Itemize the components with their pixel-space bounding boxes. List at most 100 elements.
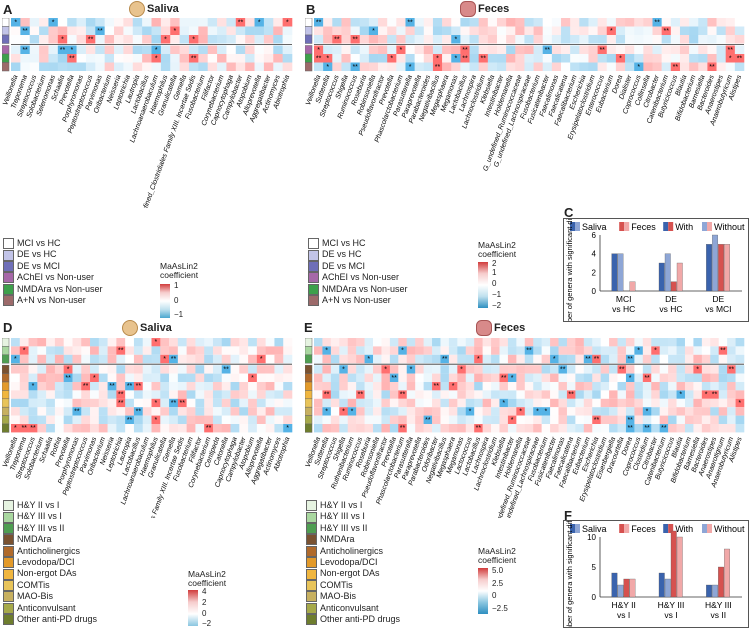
heatmap-cell xyxy=(398,382,408,391)
significance-mark: ** xyxy=(316,55,322,62)
heatmap-cell xyxy=(170,26,180,35)
heatmap-cell xyxy=(142,415,152,424)
heatmap-cell xyxy=(381,415,391,424)
heatmap-cell xyxy=(95,62,105,71)
heatmap-cell xyxy=(160,346,170,355)
legend-label: Anticonvulsant xyxy=(320,602,379,613)
heatmap-cell xyxy=(169,407,179,416)
heatmap-cell xyxy=(727,346,736,355)
heatmap-cell xyxy=(19,382,29,391)
heatmap-cell xyxy=(566,390,576,399)
heatmap-cell xyxy=(350,62,361,71)
heatmap-cell xyxy=(533,415,542,424)
heatmap-cell xyxy=(533,390,542,399)
heatmap-cell xyxy=(46,346,56,355)
legend-swatch xyxy=(570,222,575,231)
heatmap-cell xyxy=(469,35,479,44)
heatmap-cell xyxy=(37,390,47,399)
heatmap-cell xyxy=(76,62,87,71)
heatmap-cell xyxy=(339,346,349,355)
significance-mark: * xyxy=(553,356,556,363)
heatmap-cell xyxy=(406,338,416,347)
significance-mark: ** xyxy=(400,425,406,432)
heatmap-cell xyxy=(668,354,677,364)
row-annotation xyxy=(2,26,10,36)
significance-mark: ** xyxy=(65,375,71,382)
significance-mark: * xyxy=(452,383,455,390)
significance-mark: ** xyxy=(526,348,532,355)
heatmap-cell xyxy=(659,390,669,399)
heatmap-cell xyxy=(204,373,214,382)
heatmap-cell xyxy=(330,415,340,424)
significance-mark: * xyxy=(610,28,613,35)
significance-mark: ** xyxy=(60,47,66,54)
heatmap-cell xyxy=(230,382,240,391)
heatmap-cell xyxy=(600,373,610,382)
heatmap-cell xyxy=(423,62,434,71)
heatmap-cell xyxy=(469,18,479,27)
row-annotation xyxy=(2,18,10,27)
heatmap-cell xyxy=(248,365,258,374)
row-annotation xyxy=(2,415,10,425)
heatmap-cell xyxy=(448,382,458,391)
heatmap-cell xyxy=(661,18,672,27)
heatmap-cell xyxy=(248,398,258,408)
heatmap-cell xyxy=(359,26,370,35)
heatmap-cell xyxy=(516,346,526,355)
heatmap-cell xyxy=(551,35,562,44)
saliva-face-icon xyxy=(129,1,145,17)
heatmap-cell xyxy=(322,398,332,408)
row-annotation xyxy=(305,62,313,72)
heatmap-cell xyxy=(588,45,598,54)
colorbar-tick: 0 xyxy=(492,279,497,288)
heatmap-cell xyxy=(707,62,717,71)
heatmap-cell xyxy=(378,54,388,63)
heatmap-cell xyxy=(85,26,96,35)
heatmap-cell xyxy=(39,35,49,44)
heatmap-cell xyxy=(98,407,108,416)
heatmap-cell xyxy=(643,26,653,35)
heatmap-cell xyxy=(558,415,568,424)
heatmap-cell xyxy=(204,346,214,355)
heatmap-cell xyxy=(457,373,467,382)
significance-mark: * xyxy=(454,55,457,62)
heatmap-cell xyxy=(57,62,68,71)
heatmap-cell xyxy=(107,338,117,347)
heatmap-cell xyxy=(341,18,351,27)
heatmap-cell xyxy=(541,407,551,416)
heatmap-cell xyxy=(575,338,585,347)
heatmap-cell xyxy=(221,407,231,416)
heatmap-cell xyxy=(684,382,694,391)
panel-title-b: Feces xyxy=(478,3,510,15)
heatmap-cell xyxy=(116,365,126,374)
heatmap-cell xyxy=(72,415,82,424)
heatmap-cell xyxy=(592,365,601,374)
heatmap-cell xyxy=(516,365,526,374)
heatmap-cell xyxy=(716,54,727,63)
heatmap-cell xyxy=(414,18,425,27)
heatmap-cell xyxy=(123,54,134,63)
heatmap-cell xyxy=(20,26,31,35)
heatmap-cell xyxy=(566,338,576,347)
heatmap-cell xyxy=(230,338,240,347)
heatmap-cell xyxy=(368,62,379,71)
heatmap-cell xyxy=(226,18,237,27)
heatmap-cell xyxy=(19,390,29,399)
heatmap-cell xyxy=(314,373,323,382)
heatmap-cell xyxy=(566,373,576,382)
heatmap-cell xyxy=(151,415,161,424)
heatmap-cell xyxy=(405,62,415,71)
heatmap-cell xyxy=(661,26,672,35)
heatmap-cell xyxy=(482,398,492,408)
heatmap-cell xyxy=(29,54,40,63)
heatmap-cell xyxy=(263,35,274,44)
heatmap-cell xyxy=(39,18,49,27)
heatmap-cell xyxy=(72,365,82,374)
heatmap-cell xyxy=(347,365,357,374)
heatmap-cell xyxy=(116,398,126,408)
heatmap-cell xyxy=(273,35,283,44)
heatmap-cell xyxy=(432,354,441,364)
legend-swatch xyxy=(3,557,14,569)
